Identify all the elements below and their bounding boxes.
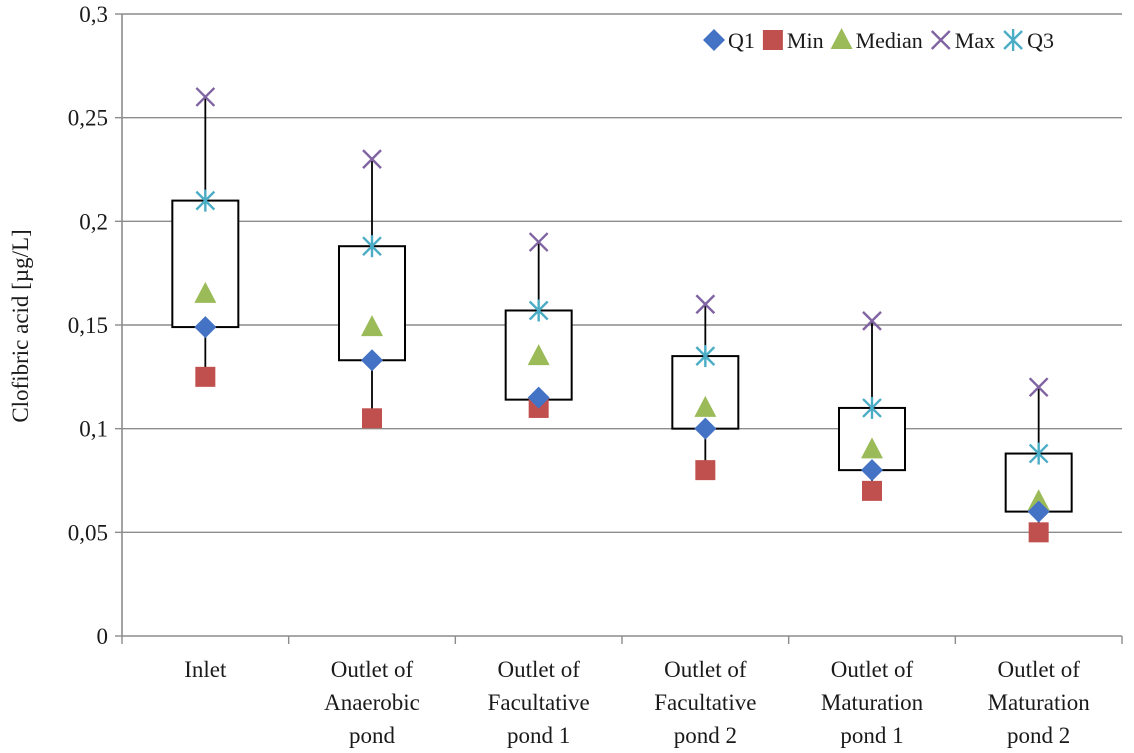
point-q3 <box>528 299 549 322</box>
legend-marker-q3 <box>1003 29 1023 51</box>
y-tick-label: 0,05 <box>68 520 108 545</box>
y-tick-label: 0,15 <box>68 313 108 338</box>
legend: Q1 Min Median Max Q3 <box>703 28 1054 53</box>
y-axis-ticks: 0 0,05 0,1 0,15 0,2 0,25 0,3 <box>68 2 122 649</box>
gridlines <box>122 13 1122 534</box>
x-category-label-line: Outlet of <box>664 657 747 682</box>
point-max <box>362 149 382 169</box>
point-max <box>195 87 216 107</box>
point-q3 <box>695 345 716 368</box>
point-median <box>361 315 383 337</box>
point-median <box>527 344 550 366</box>
y-tick-label: 0,2 <box>79 209 108 234</box>
x-axis-categories: Inlet Outlet of Anaerobic pond Outlet of Facu… <box>121 636 1123 748</box>
point-max <box>528 232 549 252</box>
y-tick-label: 0,25 <box>68 106 108 131</box>
point-min <box>695 460 716 481</box>
x-category-label-line: Maturation <box>821 690 924 715</box>
legend-marker-median <box>830 28 853 49</box>
legend-label-median: Median <box>856 28 923 53</box>
legend-label-max: Max <box>955 28 995 53</box>
x-category-label-line: Maturation <box>988 690 1091 715</box>
x-category-label: Outlet of Maturation pond 2 <box>988 657 1091 748</box>
point-q1 <box>361 349 383 372</box>
x-category-label-line: Outlet of <box>497 657 580 682</box>
x-category-label: Outlet of Facultative pond 1 <box>488 657 590 748</box>
x-category-label-line: Outlet of <box>331 657 414 682</box>
box <box>171 199 240 329</box>
point-q3 <box>862 396 882 419</box>
point-max <box>862 311 882 331</box>
legend-marker-min <box>762 30 783 50</box>
point-q3 <box>195 189 216 212</box>
x-category-label-line: pond 2 <box>1007 723 1070 748</box>
point-max-stroke <box>1028 377 1049 398</box>
x-category-label: Outlet of Facultative pond 2 <box>654 657 756 748</box>
point-max <box>695 294 716 315</box>
x-category-label: Inlet <box>184 657 227 682</box>
point-q1 <box>861 459 883 482</box>
x-category-label-line: Outlet of <box>997 657 1080 682</box>
point-max-stroke <box>195 87 216 107</box>
legend-marker-max <box>930 30 951 50</box>
x-category-label-line: Anaerobic <box>324 690 420 715</box>
point-max-stroke <box>862 311 882 331</box>
x-category-label-line: Outlet of <box>831 657 914 682</box>
x-category-label-line: pond 2 <box>674 723 737 748</box>
point-q1 <box>527 386 550 409</box>
x-category-label: Outlet of Maturation pond 1 <box>821 657 924 748</box>
x-category-label-line: pond 1 <box>507 723 570 748</box>
y-tick-label: 0,3 <box>79 2 108 27</box>
point-min <box>362 408 382 429</box>
point-q1 <box>694 417 717 440</box>
legend-marker-q1 <box>703 29 725 51</box>
x-category-label-line: pond 1 <box>840 723 903 748</box>
point-min <box>195 366 216 387</box>
x-category-label-line: Inlet <box>184 657 227 682</box>
y-axis-title: Clofibric acid [µg/L] <box>8 229 33 422</box>
point-max-stroke <box>528 232 549 252</box>
point-min <box>862 480 882 501</box>
point-max <box>1028 377 1049 398</box>
x-category-label-line: Facultative <box>488 690 590 715</box>
x-category-label-line: Facultative <box>654 690 756 715</box>
point-median <box>194 281 217 303</box>
x-category-label-line: pond <box>349 723 396 748</box>
x-category-label: Outlet of Anaerobic pond <box>324 657 420 748</box>
point-min <box>1028 522 1049 543</box>
point-q1 <box>194 316 217 339</box>
y-tick-label: 0,1 <box>79 417 108 442</box>
point-q3 <box>1028 442 1049 465</box>
data-markers <box>194 87 1050 543</box>
legend-label-min: Min <box>787 28 824 53</box>
box <box>338 245 406 362</box>
legend-label-q1: Q1 <box>728 28 755 53</box>
y-tick-label: 0 <box>97 624 109 649</box>
point-q1 <box>1027 500 1050 523</box>
point-q3 <box>362 235 382 258</box>
point-median <box>694 395 717 417</box>
boxes <box>171 96 1073 533</box>
point-median <box>1027 489 1050 511</box>
point-max-stroke <box>695 294 716 315</box>
legend-label-q3: Q3 <box>1027 28 1054 53</box>
point-max-stroke <box>362 149 382 169</box>
point-median <box>861 437 883 459</box>
legend-marker-max-stroke <box>930 30 951 50</box>
